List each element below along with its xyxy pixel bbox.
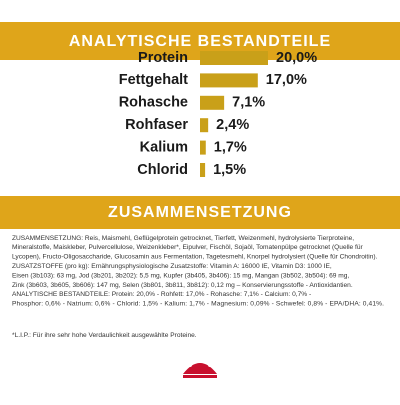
header-band [0, 196, 400, 229]
value-label: 1,7% [214, 139, 247, 155]
composition-line: ANALYTISCHE BESTANDTEILE: Protein: 20,0%… [12, 291, 311, 298]
category-label: Protein [138, 50, 188, 66]
value-label: 20,0% [276, 50, 317, 66]
logo [183, 359, 217, 378]
category-label: Chlorid [137, 162, 188, 178]
composition-line: Phosphor: 0,6% - Natrium: 0,6% - Chlorid… [12, 301, 384, 308]
composition-line: ZUSATZSTOFFE (pro kg): Ernährungsphysiol… [12, 263, 332, 270]
bar [200, 95, 225, 110]
bar [200, 51, 268, 65]
category-label: Rohasche [119, 95, 188, 111]
category-label: Kalium [140, 139, 188, 155]
bar [200, 118, 209, 133]
composition-line: Mineralstoffe, Maiskleber, Pulvercellulo… [12, 244, 364, 251]
composition-line: ZUSAMMENSETZUNG: Reis, Maismehl, Geflüge… [12, 235, 354, 242]
bar [200, 73, 258, 88]
chart-title: ANALYTISCHE BESTANDTEILE [69, 33, 331, 50]
bar [200, 140, 206, 155]
composition-line: Eisen (3b103): 63 mg, Jod (3b201, 3b202)… [12, 272, 349, 279]
section-title: ZUSAMMENSETZUNG [108, 204, 292, 221]
value-label: 2,4% [216, 117, 249, 133]
category-label: Fettgehalt [119, 72, 188, 88]
category-label: Rohfaser [125, 117, 188, 133]
value-label: 1,5% [213, 162, 246, 178]
value-label: 7,1% [232, 95, 265, 111]
composition-line: Zink (3b603, 3b605, 3b606): 147 mg, Sele… [12, 282, 353, 289]
bar [200, 163, 206, 177]
footnote: *L.I.P.: Für ihre sehr hohe Verdaulichke… [12, 332, 197, 339]
value-label: 17,0% [266, 72, 307, 88]
composition-line: Lycopen), Fructo-Oligosaccharide, Glucos… [12, 254, 378, 261]
